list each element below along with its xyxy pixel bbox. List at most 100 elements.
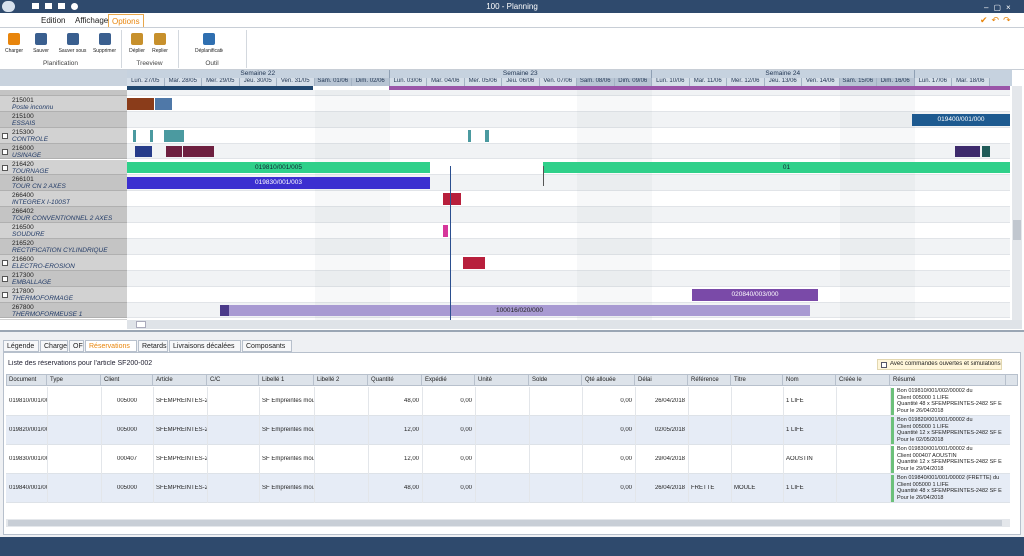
day-label: Lun. 17/06 [914,78,952,86]
expander[interactable] [2,259,8,266]
column-header[interactable]: Titre [731,375,783,386]
resource-label: INTEGREX I-100ST [12,199,71,207]
cell: 26/04/2018 [654,398,685,404]
week-label: Semaine 22 [127,70,390,78]
expander[interactable] [2,164,8,171]
toolbar-separator [178,30,179,68]
column-divider [153,387,154,503]
expander[interactable] [2,291,8,298]
resource-label: THERMOFORMEUSE 1 [12,310,83,318]
column-divider [314,387,315,503]
task-bar[interactable]: 100016/020/000 [229,304,810,317]
h-thumb[interactable] [8,520,1002,526]
tab[interactable]: Retards [138,340,168,352]
expander[interactable] [2,275,8,282]
column-header[interactable]: Créée le [836,375,890,386]
tab[interactable]: OF [69,340,84,352]
toolbar-button[interactable]: Sauver sous [57,31,88,59]
user-icon[interactable] [2,1,15,12]
tab[interactable]: Livraisons décalées [169,340,241,352]
cell: 019820/001/00 [9,427,47,433]
column-header[interactable]: C/C [207,375,259,386]
column-header[interactable]: Client [101,375,153,386]
menu-item[interactable]: Affichage [75,16,109,25]
column-header[interactable]: Expédié [422,375,475,386]
gantt-row [127,127,1010,144]
icon[interactable] [58,3,65,9]
column-header[interactable]: Solde [529,375,582,386]
task-bar[interactable]: 019830/001/003 [127,177,430,190]
icon[interactable] [32,3,39,9]
column-header[interactable]: Libellé 2 [314,375,368,386]
column-header[interactable]: Libellé 1 [259,375,314,386]
task-block [982,145,990,158]
task-bar[interactable]: 020840/003/000 [692,288,818,301]
day-label: Mer. 12/06 [727,78,765,86]
task-bar[interactable]: 019400/001/000 [912,113,1010,126]
column-divider [836,387,837,503]
task-bar[interactable]: 019810/001/005 [127,161,430,174]
bar-label: 020840/003/000 [731,290,779,298]
help-icon[interactable] [71,3,78,10]
tree-row [0,159,127,176]
task-block [133,129,136,142]
column-header[interactable]: Délai [635,375,688,386]
summary-marker [891,475,894,502]
column-header[interactable]: Article [153,375,207,386]
tab[interactable]: Charge [40,340,68,352]
task-bar[interactable]: 01 [543,161,1010,174]
tab[interactable]: Légende [3,340,39,352]
day-label: Dim. 09/06 [614,78,652,86]
tree-row [0,175,127,192]
column-divider [688,387,689,503]
tab[interactable]: Réservations [85,340,137,352]
resource-label: ELECTRO-EROSION [12,262,75,270]
column-header[interactable]: Nom [783,375,836,386]
task-block [166,145,182,158]
weekend-shade [614,90,652,320]
menu-item[interactable]: Options [108,14,144,27]
summary-line: Pour le 29/04/2018 [897,466,944,473]
expander[interactable] [2,148,8,155]
button-icon [8,33,20,45]
plan-strip [127,86,313,90]
toolbar-button[interactable]: Sauver [31,31,51,59]
column-header[interactable]: Qté allouée [582,375,635,386]
cell: 005000 [116,427,138,433]
column-header[interactable]: Référence [688,375,731,386]
tab[interactable]: Composants [242,340,292,352]
day-label: Ven. 07/06 [539,78,577,86]
task-block [463,256,485,269]
group-label: Treeview [136,60,163,67]
column-header[interactable]: Quantité [368,375,422,386]
checkbox[interactable] [881,362,887,368]
cell: 0,00 [620,456,632,462]
gantt-row [127,270,1010,287]
column-header[interactable]: Résumé [890,375,1006,386]
cell: 0,00 [460,456,472,462]
window-controls[interactable]: –▢× [984,3,1016,11]
cell: 1 LIFE [786,485,804,491]
column-header[interactable]: Type [47,375,101,386]
icon[interactable] [45,3,52,9]
v-thumb[interactable] [1013,220,1021,240]
summary-line: Client 005000 1 LIFE [897,394,949,401]
expander[interactable] [2,132,8,139]
column-header[interactable]: Document [6,375,47,386]
column-header[interactable]: Unité [475,375,529,386]
toolbar-button[interactable]: Déplanification [195,31,223,59]
button-label: Déplier [129,48,145,54]
actions[interactable]: ✔↶↷ [980,15,1015,25]
button-label: Supprimer [92,48,117,54]
h-thumb[interactable] [136,321,146,328]
toolbar-button[interactable]: Déplier [128,31,146,59]
summary-line: Quantité 48 x SFEMPREINTES-2482 SF E [897,401,1002,408]
resource-code: 216000 [12,144,34,152]
toolbar-button[interactable]: Supprimer [92,31,117,59]
menu-item[interactable]: Edition [41,16,66,25]
resource-label: USINAGE [12,151,42,159]
toolbar-button[interactable]: Charger [4,31,24,59]
toolbar-button[interactable]: Replier [151,31,169,59]
day-label: Dim. 02/06 [352,78,390,86]
